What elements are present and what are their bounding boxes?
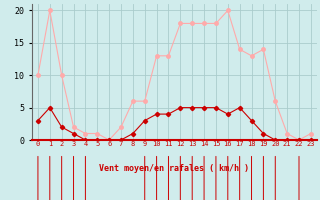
X-axis label: Vent moyen/en rafales ( km/h ): Vent moyen/en rafales ( km/h ): [100, 164, 249, 173]
